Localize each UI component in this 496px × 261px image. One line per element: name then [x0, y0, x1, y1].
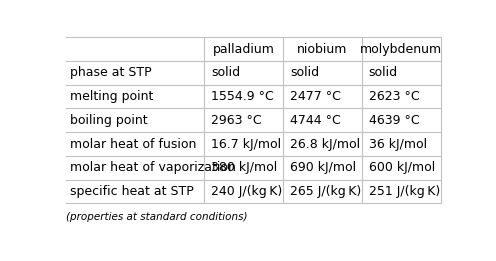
Text: specific heat at STP: specific heat at STP [70, 185, 194, 198]
Text: solid: solid [290, 66, 319, 79]
Text: 690 kJ/mol: 690 kJ/mol [290, 161, 356, 174]
Text: 4639 °C: 4639 °C [369, 114, 420, 127]
Text: 16.7 kJ/mol: 16.7 kJ/mol [211, 138, 281, 151]
Text: solid: solid [211, 66, 240, 79]
Text: 240 J/(kg K): 240 J/(kg K) [211, 185, 282, 198]
Text: 380 kJ/mol: 380 kJ/mol [211, 161, 277, 174]
Text: molar heat of vaporization: molar heat of vaporization [70, 161, 236, 174]
Text: boiling point: boiling point [70, 114, 148, 127]
Text: melting point: melting point [70, 90, 154, 103]
Text: niobium: niobium [297, 43, 348, 56]
Text: 4744 °C: 4744 °C [290, 114, 341, 127]
Text: phase at STP: phase at STP [70, 66, 152, 79]
Text: 251 J/(kg K): 251 J/(kg K) [369, 185, 440, 198]
Text: 26.8 kJ/mol: 26.8 kJ/mol [290, 138, 360, 151]
Text: molar heat of fusion: molar heat of fusion [70, 138, 197, 151]
Text: 1554.9 °C: 1554.9 °C [211, 90, 274, 103]
Text: molybdenum: molybdenum [360, 43, 442, 56]
Text: palladium: palladium [213, 43, 275, 56]
Text: solid: solid [369, 66, 398, 79]
Text: 2477 °C: 2477 °C [290, 90, 341, 103]
Text: 2623 °C: 2623 °C [369, 90, 420, 103]
Text: (properties at standard conditions): (properties at standard conditions) [66, 212, 248, 222]
Text: 36 kJ/mol: 36 kJ/mol [369, 138, 427, 151]
Text: 2963 °C: 2963 °C [211, 114, 262, 127]
Text: 265 J/(kg K): 265 J/(kg K) [290, 185, 361, 198]
Text: 600 kJ/mol: 600 kJ/mol [369, 161, 435, 174]
